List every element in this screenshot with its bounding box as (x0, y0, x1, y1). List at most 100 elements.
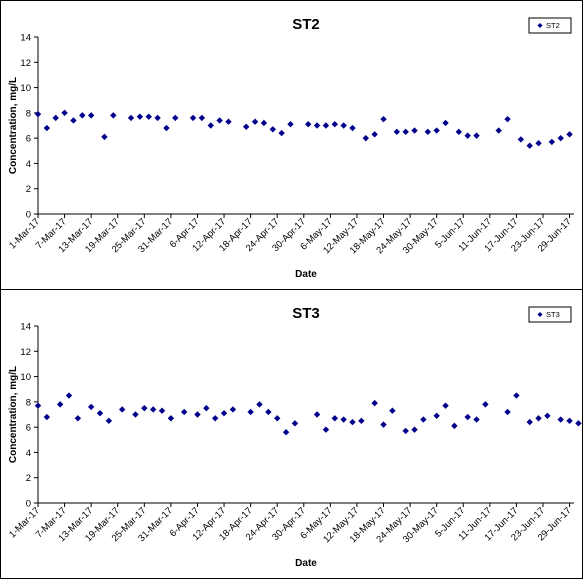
data-point (331, 121, 338, 128)
data-point (211, 415, 219, 422)
data-point (43, 413, 51, 421)
y-tick-label: 14 (20, 322, 31, 333)
data-point (362, 134, 370, 142)
data-point (442, 402, 449, 409)
data-point (141, 404, 148, 412)
data-point (216, 117, 223, 124)
data-point (282, 429, 290, 436)
data-point (136, 113, 144, 120)
data-point (340, 416, 347, 423)
data-point (167, 415, 175, 422)
legend-box (528, 306, 572, 323)
data-point (389, 407, 396, 414)
y-tick-label: 4 (26, 159, 31, 170)
data-point (149, 406, 157, 413)
data-point (464, 413, 471, 421)
x-axis-label: Date (295, 269, 317, 280)
data-point (101, 133, 108, 141)
data-point (358, 417, 365, 425)
data-point (291, 420, 299, 427)
data-point (566, 131, 573, 138)
data-point (433, 412, 440, 419)
scatter-chart-st3: ST3 Concentration, mg/L Date ST3 0 2 4 6 8 10… (7, 305, 582, 569)
y-tick-label: 10 (20, 372, 31, 383)
y-tick-label: 2 (26, 184, 31, 195)
data-point (145, 113, 152, 120)
data-point (464, 132, 471, 139)
data-point (322, 426, 330, 433)
data-point (535, 140, 542, 147)
data-point (402, 128, 409, 136)
data-point (380, 115, 387, 123)
data-point (349, 124, 356, 132)
data-point (158, 407, 166, 414)
data-point (65, 392, 73, 399)
data-point (451, 422, 458, 430)
y-tick-label: 8 (26, 108, 31, 119)
data-point (74, 415, 82, 422)
data-point (256, 401, 263, 408)
data-point (79, 112, 86, 119)
y-tick-label: 0 (26, 210, 31, 221)
data-point (251, 118, 259, 125)
data-point (455, 128, 463, 136)
data-point (420, 416, 427, 423)
y-tick-label: 8 (26, 397, 31, 408)
data-point (189, 114, 197, 122)
data-point (269, 126, 276, 133)
data-point (105, 417, 113, 425)
data-point (34, 402, 42, 409)
data-point (118, 406, 126, 413)
data-point (265, 408, 272, 416)
data-point (402, 427, 409, 435)
data-point (203, 404, 210, 412)
data-point (172, 114, 179, 122)
data-point (305, 121, 312, 128)
y-tick-label: 4 (26, 448, 31, 459)
data-point (242, 123, 250, 130)
y-tick-label: 6 (26, 423, 31, 434)
data-point (566, 417, 573, 425)
data-point (61, 109, 68, 117)
data-point (473, 416, 480, 423)
data-point (260, 119, 268, 127)
data-point (517, 136, 525, 143)
data-point (154, 114, 161, 122)
legend-marker-icon (537, 312, 543, 317)
data-point (349, 418, 356, 426)
y-tick-label: 2 (26, 473, 31, 484)
data-point (87, 403, 95, 411)
data-point (442, 119, 449, 127)
data-point (473, 132, 480, 139)
data-point (340, 122, 347, 129)
y-tick-label: 12 (20, 347, 31, 358)
data-point (207, 122, 214, 129)
chart-title: ST3 (292, 305, 320, 322)
data-point (411, 426, 418, 433)
data-point (513, 392, 520, 399)
y-tick-label: 10 (20, 83, 31, 94)
data-point (371, 399, 378, 407)
y-tick-label: 6 (26, 134, 31, 145)
data-point (548, 138, 556, 146)
y-axis-label: Concentration, mg/L (8, 366, 19, 463)
data-point (110, 112, 117, 119)
legend-box (528, 17, 572, 34)
data-point (504, 115, 511, 123)
data-point (575, 420, 582, 427)
y-tick-label: 12 (20, 58, 31, 69)
data-point (274, 415, 281, 422)
data-point (322, 122, 330, 129)
data-point (424, 128, 432, 136)
legend: ST3 (528, 306, 572, 323)
data-point (535, 415, 542, 422)
data-point (287, 121, 294, 128)
data-point (526, 142, 533, 149)
data-point (220, 410, 228, 417)
data-point (504, 408, 511, 416)
data-point (278, 129, 285, 137)
data-point (127, 114, 135, 122)
data-point (411, 127, 418, 134)
data-point (96, 410, 104, 417)
